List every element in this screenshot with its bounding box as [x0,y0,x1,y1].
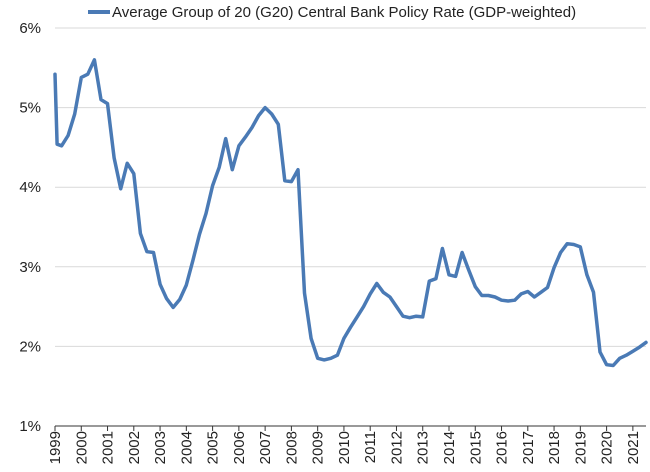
x-tick-label: 2015 [467,431,484,464]
x-tick-label: 2017 [520,431,537,464]
y-tick-label: 1% [19,418,41,435]
x-tick-label: 2000 [73,431,90,464]
y-tick-label: 5% [19,100,41,117]
x-tick-label: 2011 [362,431,379,463]
x-tick-label: 2008 [283,431,300,464]
x-tick-label: 2006 [231,431,248,464]
grid-lines [55,27,646,347]
y-tick-labels: 1% 2% 3% 4% 5% 6% [19,20,41,435]
x-tick-label: 2019 [572,431,589,464]
y-tick-label: 2% [19,338,41,355]
x-tick-label: 2003 [152,431,169,464]
x-tick-label: 2012 [388,431,405,464]
x-tick-labels: 1999 2000 2001 2002 2003 2004 2005 2006 2007 2008… [47,426,642,464]
x-tick-label: 2020 [599,431,616,464]
x-tick-label: 2018 [546,431,563,464]
x-tick-label: 2016 [494,431,511,464]
x-tick-label: 2013 [415,431,432,464]
x-tick-label: 2010 [336,431,353,464]
y-tick-label: 6% [19,20,41,37]
x-tick-label: 1999 [47,431,64,464]
x-tick-label: 2014 [441,431,458,464]
x-tick-label: 2001 [100,431,117,464]
x-tick-label: 2002 [126,431,143,464]
x-tick-label: 2021 [625,431,642,464]
x-tick-label: 2005 [205,431,222,464]
x-tick-label: 2007 [257,431,274,464]
y-tick-label: 4% [19,179,41,196]
series-line-g20-policy-rate [53,58,648,368]
legend: Average Group of 20 (G20) Central Bank P… [88,4,576,21]
x-tick-label: 2004 [178,431,195,464]
legend-label: Average Group of 20 (G20) Central Bank P… [112,4,576,21]
y-tick-label: 3% [19,259,41,276]
x-tick-label: 2009 [310,431,327,464]
